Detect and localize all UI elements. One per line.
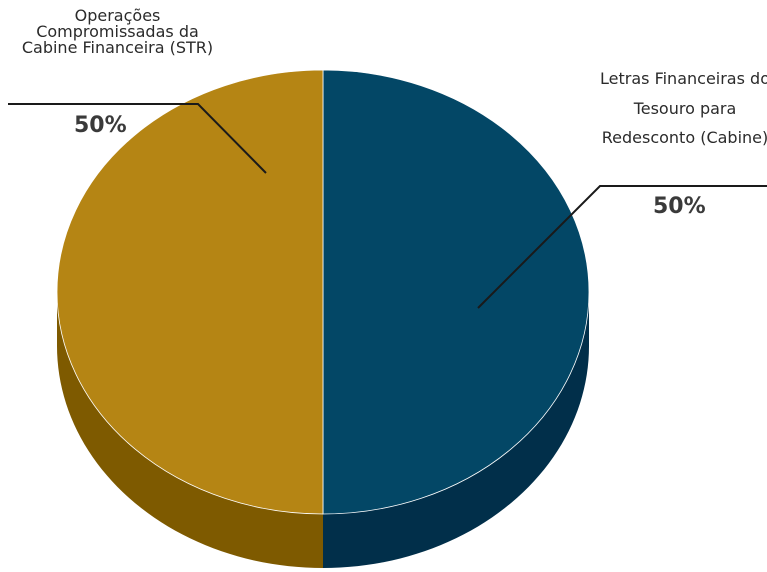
slice-side-1 bbox=[323, 292, 589, 568]
slice-label-left: Operações Compromissadas da Cabine Finan… bbox=[21, 6, 214, 57]
slice-side-0 bbox=[57, 292, 323, 568]
leader-line-left bbox=[8, 103, 267, 174]
slice-label-right: Letras Financeiras do Tesouro para Redes… bbox=[600, 69, 767, 148]
slice-top-0 bbox=[56, 69, 324, 515]
slice-value-right: 50% bbox=[653, 194, 706, 219]
slice-top-1 bbox=[322, 69, 590, 515]
leader-line-right bbox=[477, 185, 767, 309]
slice-value-left: 50% bbox=[74, 113, 127, 138]
